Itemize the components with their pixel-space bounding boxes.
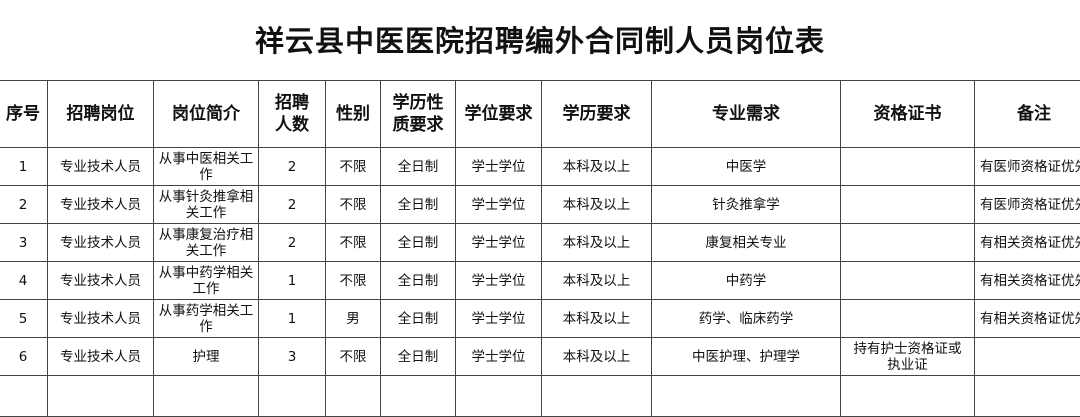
- cell-major: 康复相关专业: [652, 224, 841, 262]
- cell-headcount: 2: [259, 224, 326, 262]
- cell-education-type: 全日制: [381, 300, 456, 338]
- header-description: 岗位简介: [154, 81, 259, 148]
- cell-description: 从事针灸推拿相关工作: [154, 186, 259, 224]
- cell-major: 中医学: [652, 148, 841, 186]
- cell-headcount: 1: [259, 262, 326, 300]
- cell-degree: 学士学位: [456, 224, 542, 262]
- cell-degree: 学士学位: [456, 338, 542, 376]
- cell-degree: 学士学位: [456, 148, 542, 186]
- cell-remarks: 有相关资格证优先: [975, 224, 1080, 262]
- table-header-row: 序号招聘岗位岗位简介招聘人数性别学历性质要求学位要求学历要求专业需求资格证书备注: [0, 81, 1080, 148]
- cell-education-level: 本科及以上: [542, 186, 652, 224]
- cell-certificate: [841, 262, 975, 300]
- cell-education-level: 本科及以上: [542, 148, 652, 186]
- empty-cell: [259, 376, 326, 417]
- cell-gender: 不限: [326, 338, 381, 376]
- empty-cell: [381, 376, 456, 417]
- header-education-level: 学历要求: [542, 81, 652, 148]
- cell-education-type: 全日制: [381, 262, 456, 300]
- cell-index: 2: [0, 186, 48, 224]
- cell-major: 针灸推拿学: [652, 186, 841, 224]
- cell-position: 专业技术人员: [48, 148, 154, 186]
- cell-index: 3: [0, 224, 48, 262]
- cell-description: 护理: [154, 338, 259, 376]
- cell-gender: 不限: [326, 186, 381, 224]
- header-remarks: 备注: [975, 81, 1080, 148]
- header-education-type: 学历性质要求: [381, 81, 456, 148]
- cell-remarks: 有相关资格证优先: [975, 300, 1080, 338]
- cell-certificate: [841, 186, 975, 224]
- empty-cell: [542, 376, 652, 417]
- cell-gender: 不限: [326, 262, 381, 300]
- cell-major: 中药学: [652, 262, 841, 300]
- cell-education-type: 全日制: [381, 224, 456, 262]
- cell-index: 5: [0, 300, 48, 338]
- cell-headcount: 2: [259, 186, 326, 224]
- cell-description: 从事中医相关工作: [154, 148, 259, 186]
- cell-position: 专业技术人员: [48, 186, 154, 224]
- positions-table: 序号招聘岗位岗位简介招聘人数性别学历性质要求学位要求学历要求专业需求资格证书备注…: [0, 80, 1080, 417]
- cell-remarks: 有医师资格证优先: [975, 148, 1080, 186]
- cell-remarks: 有医师资格证优先: [975, 186, 1080, 224]
- cell-education-level: 本科及以上: [542, 224, 652, 262]
- cell-education-type: 全日制: [381, 148, 456, 186]
- header-headcount: 招聘人数: [259, 81, 326, 148]
- cell-description: 从事康复治疗相关工作: [154, 224, 259, 262]
- cell-position: 专业技术人员: [48, 338, 154, 376]
- cell-gender: 不限: [326, 224, 381, 262]
- empty-table-row: [0, 376, 1080, 417]
- cell-major: 药学、临床药学: [652, 300, 841, 338]
- cell-position: 专业技术人员: [48, 262, 154, 300]
- cell-description: 从事中药学相关工作: [154, 262, 259, 300]
- cell-remarks: 有相关资格证优先: [975, 262, 1080, 300]
- cell-education-level: 本科及以上: [542, 338, 652, 376]
- empty-cell: [154, 376, 259, 417]
- cell-gender: 不限: [326, 148, 381, 186]
- header-index: 序号: [0, 81, 48, 148]
- empty-cell: [326, 376, 381, 417]
- cell-education-type: 全日制: [381, 186, 456, 224]
- cell-certificate: 持有护士资格证或执业证: [841, 338, 975, 376]
- empty-cell: [48, 376, 154, 417]
- page-title: 祥云县中医医院招聘编外合同制人员岗位表: [0, 18, 1080, 60]
- cell-major: 中医护理、护理学: [652, 338, 841, 376]
- header-major: 专业需求: [652, 81, 841, 148]
- header-gender: 性别: [326, 81, 381, 148]
- empty-cell: [0, 376, 48, 417]
- cell-index: 4: [0, 262, 48, 300]
- cell-education-type: 全日制: [381, 338, 456, 376]
- cell-certificate: [841, 224, 975, 262]
- cell-education-level: 本科及以上: [542, 262, 652, 300]
- empty-cell: [975, 376, 1080, 417]
- header-certificate: 资格证书: [841, 81, 975, 148]
- empty-cell: [456, 376, 542, 417]
- empty-cell: [841, 376, 975, 417]
- header-degree: 学位要求: [456, 81, 542, 148]
- cell-remarks: [975, 338, 1080, 376]
- cell-gender: 男: [326, 300, 381, 338]
- cell-degree: 学士学位: [456, 300, 542, 338]
- cell-index: 1: [0, 148, 48, 186]
- empty-cell: [652, 376, 841, 417]
- cell-certificate: [841, 300, 975, 338]
- cell-headcount: 2: [259, 148, 326, 186]
- cell-headcount: 3: [259, 338, 326, 376]
- cell-education-level: 本科及以上: [542, 300, 652, 338]
- cell-position: 专业技术人员: [48, 224, 154, 262]
- cell-headcount: 1: [259, 300, 326, 338]
- cell-certificate: [841, 148, 975, 186]
- cell-description: 从事药学相关工作: [154, 300, 259, 338]
- cell-position: 专业技术人员: [48, 300, 154, 338]
- cell-index: 6: [0, 338, 48, 376]
- cell-degree: 学士学位: [456, 186, 542, 224]
- header-position: 招聘岗位: [48, 81, 154, 148]
- cell-degree: 学士学位: [456, 262, 542, 300]
